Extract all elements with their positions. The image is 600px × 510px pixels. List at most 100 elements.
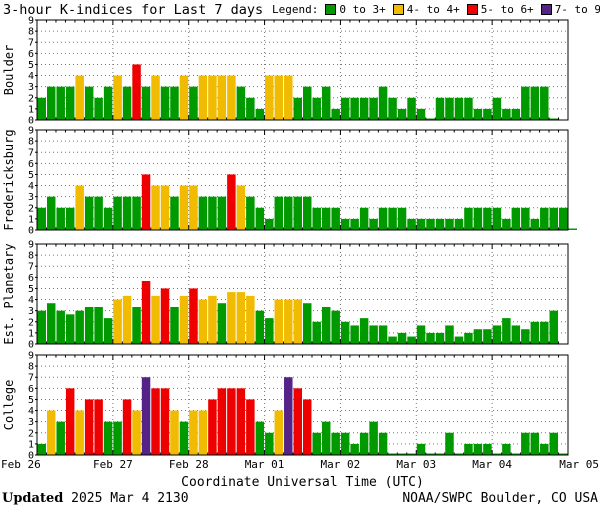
kp-bar — [132, 410, 141, 455]
kp-bar — [303, 303, 312, 344]
kp-bar — [103, 207, 113, 230]
kp-bar — [502, 318, 511, 344]
kp-bar — [84, 399, 94, 455]
y-tick-label: 8 — [28, 137, 34, 148]
kp-bar — [359, 318, 369, 344]
kp-bar — [122, 399, 132, 455]
kp-bar — [549, 118, 559, 120]
kp-bar — [340, 97, 350, 120]
kp-bar — [293, 97, 302, 120]
y-tick-label: 4 — [28, 295, 34, 306]
kp-bar — [492, 453, 502, 455]
kp-bar — [198, 299, 208, 344]
kp-bar — [56, 310, 65, 344]
kp-bar — [284, 299, 293, 344]
kp-bar — [255, 108, 265, 120]
kp-bar — [445, 97, 454, 120]
kp-bar — [160, 288, 170, 344]
kp-bar — [227, 388, 236, 455]
kp-bar — [94, 196, 103, 230]
y-tick-label: 4 — [28, 71, 34, 82]
kp-bar — [331, 432, 340, 455]
x-tick-label: Feb 27 — [93, 458, 133, 471]
updated-stamp: Updated 2025 Mar 4 2130 — [2, 491, 189, 506]
kp-bar — [84, 86, 94, 120]
y-tick-label: 7 — [28, 38, 34, 49]
kp-bar — [397, 453, 407, 455]
kp-bar — [426, 218, 435, 230]
y-tick-label: 1 — [28, 328, 34, 339]
kp-bar — [170, 307, 179, 344]
station-label: College — [2, 380, 16, 431]
y-tick-label: 9 — [28, 351, 34, 362]
kp-bar — [113, 196, 122, 230]
kp-bar — [511, 453, 521, 455]
kp-bar — [37, 207, 46, 230]
y-tick-label: 6 — [28, 159, 34, 170]
kp-bar — [521, 86, 530, 120]
kp-bar — [521, 329, 530, 344]
kp-bar — [540, 443, 549, 455]
y-tick-label: 7 — [28, 373, 34, 384]
kp-bar — [122, 196, 132, 230]
kp-bar — [303, 86, 312, 120]
kp-bar — [75, 185, 84, 230]
kp-bar — [151, 295, 160, 344]
x-tick-label: Mar 05 — [559, 458, 599, 471]
legend-item-quiet: 0 to 3+ — [339, 3, 386, 16]
kp-bar — [265, 432, 274, 455]
kp-bar — [141, 281, 151, 344]
kp-bar — [293, 388, 302, 455]
kp-bar — [179, 295, 189, 344]
kp-bar — [46, 86, 56, 120]
y-tick-label: 1 — [28, 214, 34, 225]
x-tick-label: Mar 01 — [245, 458, 285, 471]
kp-bar — [274, 75, 284, 120]
kp-bar — [549, 207, 559, 230]
kp-bar — [236, 388, 246, 455]
kp-bar — [246, 399, 255, 455]
kp-bar — [189, 288, 198, 344]
kp-bar — [75, 75, 84, 120]
kp-bar — [293, 299, 302, 344]
kp-bar — [208, 295, 217, 344]
kp-bar — [416, 325, 426, 344]
kp-bar — [340, 432, 350, 455]
kp-bar — [321, 207, 331, 230]
kp-bar — [312, 432, 321, 455]
kp-bar — [464, 97, 473, 120]
kp-bar — [416, 218, 426, 230]
kp-bar — [56, 207, 65, 230]
kp-bar — [369, 218, 378, 230]
x-tick-label: Feb 26 — [1, 458, 41, 471]
kp-bar — [359, 432, 369, 455]
legend-swatch-severe — [540, 4, 552, 15]
updated-value: 2025 Mar 4 2130 — [71, 491, 189, 506]
kp-bar — [179, 75, 189, 120]
y-tick-label: 5 — [28, 60, 34, 71]
panel-border — [36, 129, 569, 231]
station-label: Fredericksburg — [2, 129, 16, 230]
kp-bar — [284, 75, 293, 120]
y-tick-label: 8 — [28, 362, 34, 373]
kp-bar — [464, 443, 473, 455]
y-tick-label: 2 — [28, 428, 34, 439]
kp-bar — [540, 86, 549, 120]
kp-bar — [549, 310, 559, 344]
kp-bar — [170, 86, 179, 120]
y-tick-label: 5 — [28, 284, 34, 295]
kp-bar — [464, 207, 473, 230]
y-tick-label: 6 — [28, 384, 34, 395]
legend-item-storm: 5- to 6+ — [480, 3, 534, 16]
kp-bar — [416, 443, 426, 455]
kp-bar — [312, 207, 321, 230]
station-label: Boulder — [2, 45, 16, 96]
kp-bar — [179, 185, 189, 230]
x-tick-label: Feb 28 — [169, 458, 209, 471]
kp-bar — [103, 421, 113, 455]
kp-bar — [521, 207, 530, 230]
kp-bar — [160, 86, 170, 120]
kp-bar — [473, 108, 483, 120]
kp-bar — [160, 185, 170, 230]
